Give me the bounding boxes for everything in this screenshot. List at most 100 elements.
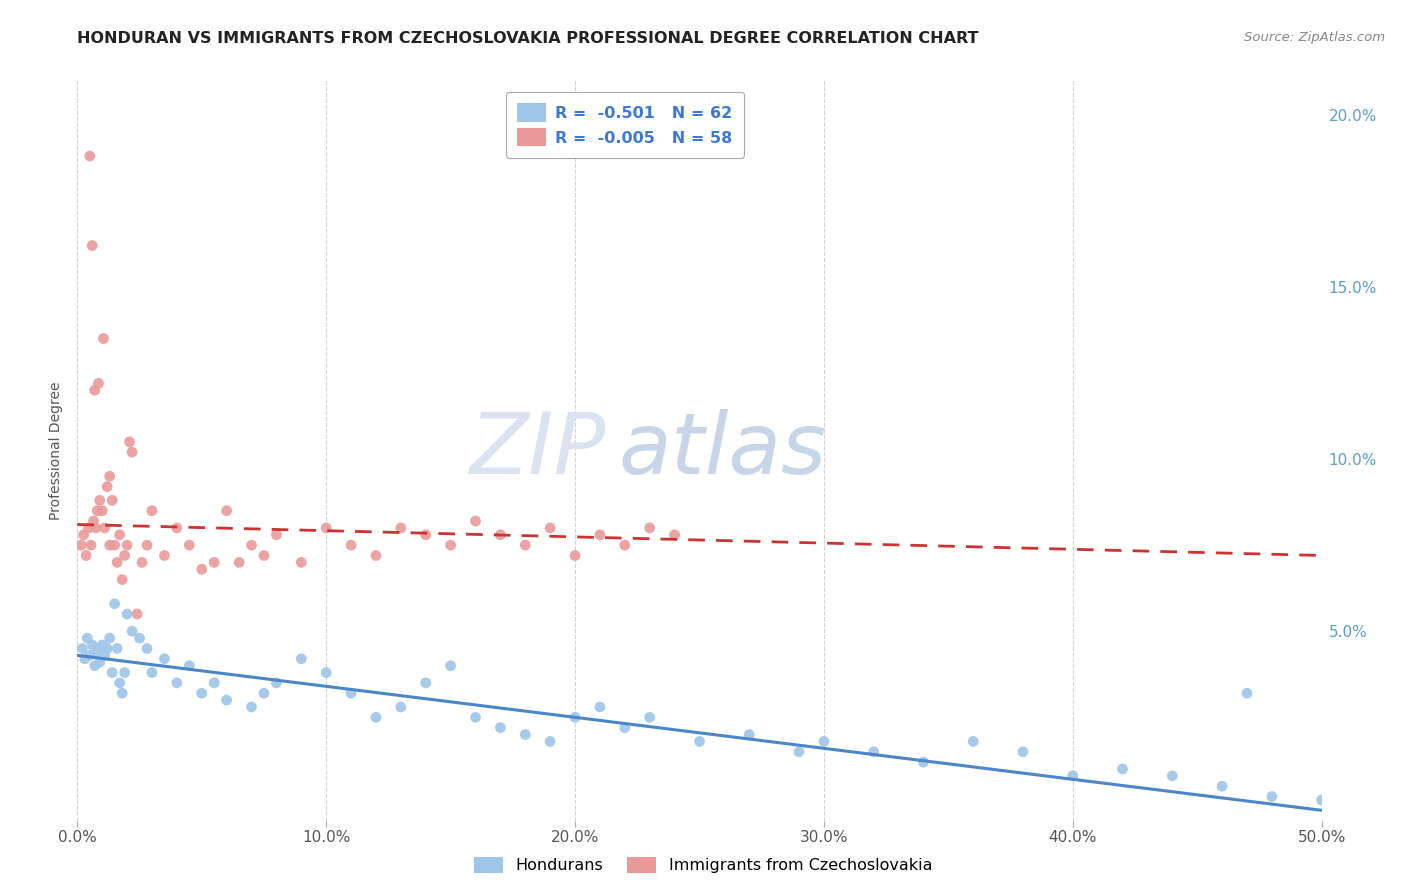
Point xyxy=(121,624,143,639)
Point xyxy=(166,676,188,690)
Point xyxy=(93,648,115,663)
Point xyxy=(72,528,94,542)
Point xyxy=(76,631,98,645)
Point xyxy=(82,238,104,252)
Point xyxy=(415,676,437,690)
Point xyxy=(153,652,176,666)
Point xyxy=(73,652,96,666)
Point xyxy=(166,521,188,535)
Point xyxy=(114,549,136,563)
Point xyxy=(121,445,143,459)
Point xyxy=(912,755,935,769)
Point xyxy=(96,641,118,656)
Point xyxy=(179,538,201,552)
Point xyxy=(84,521,107,535)
Point xyxy=(108,528,131,542)
Point xyxy=(738,727,761,741)
Point xyxy=(228,555,250,569)
Point xyxy=(93,521,115,535)
Point xyxy=(105,555,128,569)
Point xyxy=(1062,769,1084,783)
Point xyxy=(564,549,586,563)
Point xyxy=(415,528,437,542)
Point xyxy=(813,734,835,748)
Point xyxy=(153,549,176,563)
Point xyxy=(108,676,131,690)
Point xyxy=(240,700,263,714)
Point xyxy=(215,504,238,518)
Point xyxy=(125,607,148,621)
Point xyxy=(114,665,136,680)
Point xyxy=(111,686,134,700)
Point xyxy=(564,710,586,724)
Point xyxy=(128,631,150,645)
Point xyxy=(141,504,163,518)
Point xyxy=(136,538,159,552)
Point xyxy=(253,686,276,700)
Point xyxy=(589,528,612,542)
Point xyxy=(1310,793,1333,807)
Point xyxy=(464,710,486,724)
Point xyxy=(79,648,101,663)
Legend: Hondurans, Immigrants from Czechoslovakia: Hondurans, Immigrants from Czechoslovaki… xyxy=(467,850,939,880)
Point xyxy=(664,528,686,542)
Point xyxy=(689,734,711,748)
Point xyxy=(131,555,153,569)
Point xyxy=(389,521,412,535)
Point xyxy=(75,549,97,563)
Point xyxy=(101,493,124,508)
Point xyxy=(364,710,387,724)
Point xyxy=(83,658,105,673)
Point xyxy=(489,528,512,542)
Point xyxy=(101,665,124,680)
Point xyxy=(191,562,214,576)
Point xyxy=(91,638,114,652)
Point xyxy=(515,538,537,552)
Point xyxy=(115,538,138,552)
Point xyxy=(290,652,312,666)
Point xyxy=(389,700,412,714)
Point xyxy=(98,538,121,552)
Point xyxy=(111,573,134,587)
Point xyxy=(82,638,104,652)
Point xyxy=(489,721,512,735)
Point xyxy=(79,149,101,163)
Point xyxy=(98,469,121,483)
Legend: R =  -0.501   N = 62, R =  -0.005   N = 58: R = -0.501 N = 62, R = -0.005 N = 58 xyxy=(506,92,744,158)
Point xyxy=(70,538,93,552)
Point xyxy=(89,655,111,669)
Point xyxy=(87,376,110,391)
Point xyxy=(89,493,111,508)
Point xyxy=(215,693,238,707)
Point xyxy=(179,658,201,673)
Point xyxy=(1161,769,1184,783)
Text: ZIP: ZIP xyxy=(470,409,606,492)
Point xyxy=(115,607,138,621)
Point xyxy=(105,641,128,656)
Point xyxy=(266,676,288,690)
Point xyxy=(83,383,105,397)
Point xyxy=(86,504,108,518)
Point xyxy=(638,710,661,724)
Point xyxy=(98,631,121,645)
Point xyxy=(315,665,337,680)
Point xyxy=(96,480,118,494)
Point xyxy=(464,514,486,528)
Point xyxy=(440,538,463,552)
Text: atlas: atlas xyxy=(619,409,827,492)
Point xyxy=(515,727,537,741)
Point xyxy=(962,734,984,748)
Point xyxy=(83,514,105,528)
Point xyxy=(141,665,163,680)
Point xyxy=(136,641,159,656)
Point xyxy=(191,686,214,700)
Text: HONDURAN VS IMMIGRANTS FROM CZECHOSLOVAKIA PROFESSIONAL DEGREE CORRELATION CHART: HONDURAN VS IMMIGRANTS FROM CZECHOSLOVAK… xyxy=(77,31,979,46)
Point xyxy=(253,549,276,563)
Point xyxy=(862,745,884,759)
Point xyxy=(202,676,225,690)
Point xyxy=(77,521,100,535)
Point xyxy=(340,686,363,700)
Point xyxy=(613,721,636,735)
Point xyxy=(104,597,127,611)
Point xyxy=(638,521,661,535)
